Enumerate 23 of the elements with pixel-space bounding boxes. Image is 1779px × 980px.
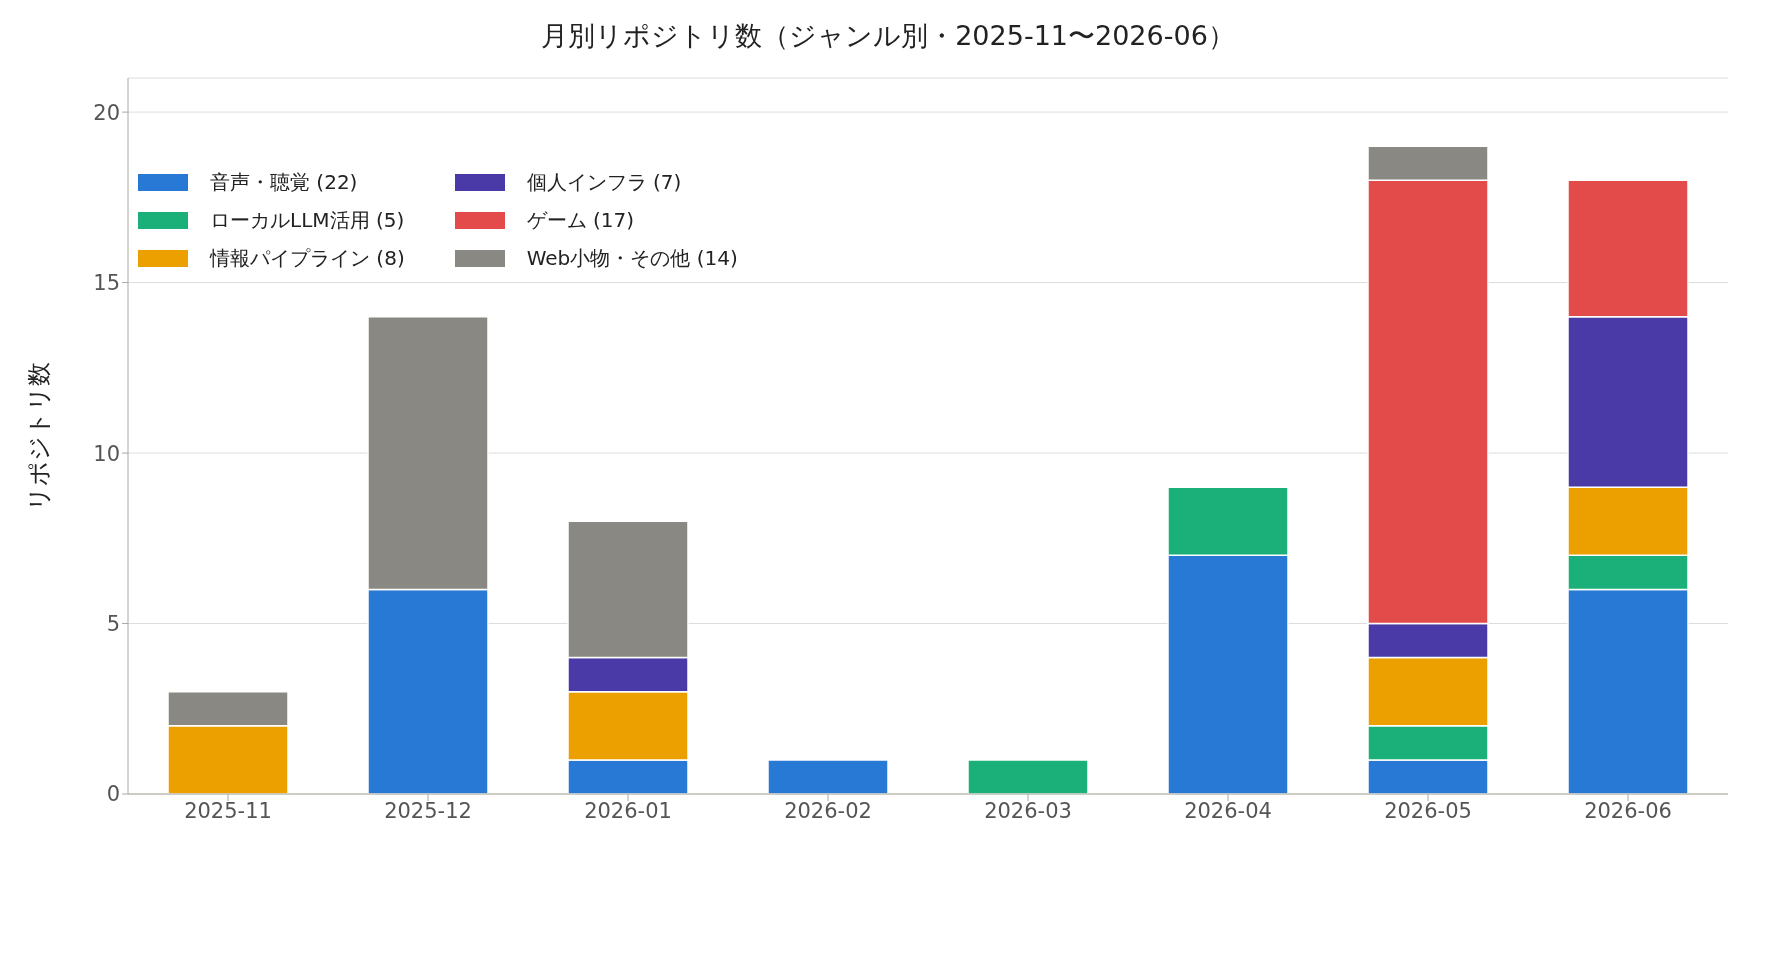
y-axis-title: リポジトリ数 — [24, 361, 53, 511]
y-tick-label: 10 — [93, 441, 120, 466]
x-tick-label: 2026-06 — [1584, 798, 1672, 823]
x-tick-label: 2026-03 — [984, 798, 1072, 823]
y-tick-label: 15 — [93, 271, 120, 296]
legend-label: ローカルLLM活用 (5) — [210, 206, 405, 234]
legend-label: ゲーム (17) — [526, 206, 635, 234]
x-tick-label: 2026-02 — [784, 798, 872, 823]
legend-label: 個人インフラ (7) — [526, 168, 682, 196]
x-tick-label: 2026-05 — [1384, 798, 1472, 823]
x-tick-label: 2025-11 — [184, 798, 272, 823]
bar — [967, 759, 1089, 794]
y-tick-label: 20 — [93, 100, 120, 125]
x-tick-label: 2026-01 — [584, 798, 672, 823]
legend-label: 情報パイプライン (8) — [210, 244, 405, 272]
legend-label: Web小物・その他 (14) — [526, 244, 738, 272]
y-tick-label: 5 — [106, 611, 120, 636]
x-tick-label: 2025-12 — [384, 798, 472, 823]
x-tick-label: 2026-04 — [1184, 798, 1272, 823]
chart-title: 月別リポジトリ数（ジャンル別・2025-11〜2026-06） — [540, 19, 1236, 53]
y-tick-label: 0 — [106, 782, 120, 807]
legend-label: 音声・聴覚 (22) — [210, 168, 358, 196]
bar — [767, 759, 889, 794]
